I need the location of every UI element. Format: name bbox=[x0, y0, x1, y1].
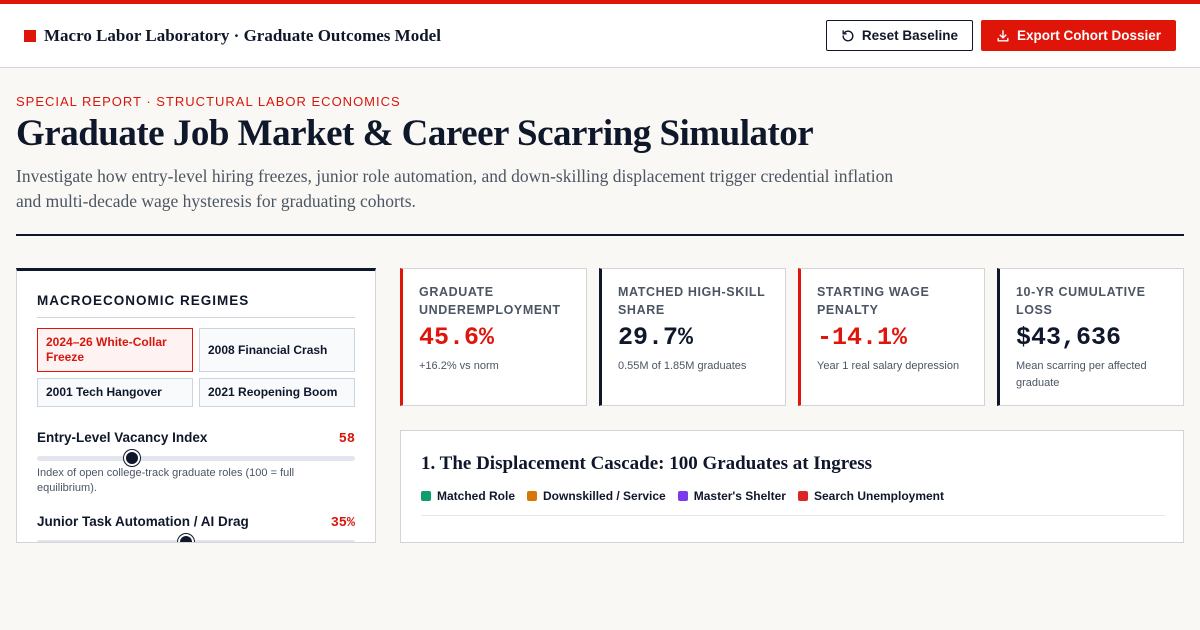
kpi-note: Mean scarring per affected graduate bbox=[1016, 360, 1147, 389]
controls-panel: MACROECONOMIC REGIMES 2024–26 White-Coll… bbox=[16, 268, 376, 543]
kpi-note: +16.2% vs norm bbox=[419, 360, 499, 372]
kpi-value: 45.6% bbox=[419, 323, 495, 352]
legend-swatch bbox=[421, 491, 431, 501]
kpi-label: 10-Yr Cumulative Loss bbox=[1016, 285, 1146, 317]
legend-label: Master's Shelter bbox=[693, 489, 786, 503]
reset-icon bbox=[842, 29, 854, 41]
legend-item-masters-shelter: Master's Shelter bbox=[677, 489, 786, 503]
download-icon bbox=[997, 29, 1009, 42]
cascade-title: 1. The Displacement Cascade: 100 Graduat… bbox=[421, 453, 873, 474]
brand: Macro Labor Laboratory · Graduate Outcom… bbox=[24, 26, 441, 46]
regime-option-2024-freeze[interactable]: 2024–26 White-Collar Freeze bbox=[37, 328, 193, 372]
brand-logo-icon bbox=[24, 29, 36, 42]
export-dossier-label: Export Cohort Dossier bbox=[1016, 28, 1161, 43]
vacancy-index-help: Index of open college-track graduate rol… bbox=[37, 467, 295, 494]
kpi-label: Starting Wage Penalty bbox=[817, 285, 930, 317]
legend-swatch bbox=[677, 491, 688, 501]
app-header: Macro Labor Laboratory · Graduate Outcom… bbox=[0, 4, 1200, 68]
automation-drag-slider[interactable] bbox=[37, 534, 355, 542]
regime-option-2021-boom[interactable]: 2021 Reopening Boom bbox=[199, 378, 355, 407]
kpi-card-underemployment: Graduate Underemployment 45.6% +16.2% vs… bbox=[400, 268, 587, 406]
reset-baseline-button[interactable]: Reset Baseline bbox=[825, 20, 973, 51]
header-actions: Reset Baseline Export Cohort Dossier bbox=[825, 20, 1176, 51]
cascade-legend: Matched Role Downskilled / Service Maste… bbox=[421, 489, 944, 503]
automation-drag-control: Junior Task Automation / AI Drag 35% bbox=[37, 514, 355, 542]
kpi-note: Year 1 real salary depression bbox=[817, 360, 960, 372]
reset-baseline-label: Reset Baseline bbox=[861, 28, 958, 43]
vacancy-index-slider-thumb[interactable] bbox=[124, 450, 141, 466]
automation-drag-label: Junior Task Automation / AI Drag bbox=[37, 514, 249, 529]
kpi-card-cumulative-loss: 10-Yr Cumulative Loss $43,636 Mean scarr… bbox=[997, 268, 1184, 406]
regime-selector: 2024–26 White-Collar Freeze 2008 Financi… bbox=[37, 328, 355, 407]
kpi-note: 0.55M of 1.85M graduates bbox=[618, 360, 747, 372]
vacancy-index-control: Entry-Level Vacancy Index 58 Index of op… bbox=[37, 430, 355, 496]
section-divider bbox=[16, 234, 1184, 236]
cascade-divider bbox=[421, 515, 1165, 516]
legend-label: Matched Role bbox=[437, 489, 516, 503]
top-accent-bar bbox=[0, 0, 1200, 4]
regime-option-2008-crash[interactable]: 2008 Financial Crash bbox=[199, 328, 355, 372]
regime-option-2001-hangover[interactable]: 2001 Tech Hangover bbox=[37, 378, 193, 407]
legend-label: Search Unemployment bbox=[813, 489, 945, 503]
legend-item-search-unemployment: Search Unemployment bbox=[797, 489, 945, 503]
automation-drag-value: 35% bbox=[330, 516, 355, 531]
controls-panel-title: MACROECONOMIC REGIMES bbox=[37, 293, 250, 308]
vacancy-index-slider[interactable] bbox=[37, 450, 355, 466]
automation-drag-slider-thumb[interactable] bbox=[178, 534, 195, 542]
report-kicker: SPECIAL REPORT · STRUCTURAL LABOR ECONOM… bbox=[16, 94, 401, 109]
kpi-value: $43,636 bbox=[1016, 323, 1122, 352]
vacancy-index-value: 58 bbox=[338, 432, 355, 447]
page-title: Graduate Job Market & Career Scarring Si… bbox=[16, 113, 814, 154]
legend-item-matched: Matched Role bbox=[421, 489, 515, 503]
kpi-value: -14.1% bbox=[817, 323, 908, 352]
page-description: Investigate how entry-level hiring freez… bbox=[16, 166, 894, 211]
export-dossier-button[interactable]: Export Cohort Dossier bbox=[980, 20, 1176, 51]
panel-divider bbox=[37, 317, 355, 318]
kpi-label: Matched High-Skill Share bbox=[618, 285, 766, 317]
kpi-card-wage-penalty: Starting Wage Penalty -14.1% Year 1 real… bbox=[798, 268, 985, 406]
displacement-cascade-panel: 1. The Displacement Cascade: 100 Graduat… bbox=[400, 430, 1184, 543]
kpi-card-matched-share: Matched High-Skill Share 29.7% 0.55M of … bbox=[599, 268, 786, 406]
legend-label: Downskilled / Service bbox=[543, 489, 666, 503]
legend-swatch bbox=[797, 491, 808, 501]
vacancy-index-label: Entry-Level Vacancy Index bbox=[37, 430, 208, 445]
legend-swatch bbox=[527, 491, 538, 501]
kpi-label: Graduate Underemployment bbox=[419, 285, 561, 317]
kpi-value: 29.7% bbox=[618, 323, 694, 352]
legend-item-downskilled: Downskilled / Service bbox=[527, 489, 666, 503]
brand-title: Macro Labor Laboratory · Graduate Outcom… bbox=[44, 25, 441, 45]
